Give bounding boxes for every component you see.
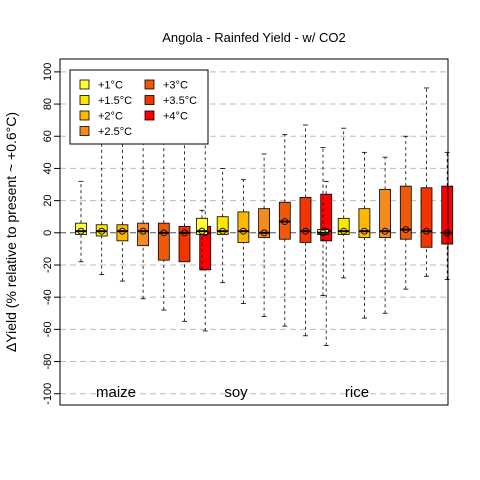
legend: +1°C +1.5°C +2°C +2.5°C +3°C +3.5°C +4°C [69, 69, 209, 145]
median-marker [360, 227, 368, 235]
y-tick-label: 80 [42, 98, 54, 110]
box-maize-3 [137, 135, 150, 300]
box-rice-5 [420, 87, 433, 277]
median-marker [219, 227, 227, 235]
y-tick-label: 60 [42, 130, 54, 142]
median-marker [319, 229, 327, 237]
median-marker [98, 227, 106, 235]
median-marker [340, 227, 348, 235]
median-marker [260, 229, 268, 237]
box-rice-2 [358, 151, 371, 319]
group-label-maize: maize [96, 384, 136, 401]
box-plots [75, 87, 454, 346]
y-axis: 100 80 60 40 20 0 -20 -40 -60 -80 -100 [42, 63, 61, 405]
box-soy-3 [258, 153, 271, 317]
box-body [320, 193, 333, 242]
y-tick-label: -40 [42, 289, 54, 305]
box-soy-5 [299, 124, 312, 337]
box-rice-1 [337, 127, 350, 279]
box-soy-6 [320, 180, 333, 346]
median-marker [302, 227, 309, 235]
group-label-rice: rice [345, 384, 369, 401]
box-rice-0 [317, 147, 329, 296]
y-tick-label: 20 [42, 194, 54, 206]
box-soy-4 [278, 134, 291, 327]
group-label-soy: soy [224, 384, 248, 401]
median-marker [239, 227, 247, 235]
box-body [399, 185, 412, 240]
median-marker [139, 227, 147, 235]
box-body [358, 208, 371, 239]
median-marker [281, 218, 289, 225]
legend-swatch [79, 95, 90, 105]
box-body [157, 222, 170, 261]
legend-label: +4°C [163, 111, 188, 123]
box-maize-5 [178, 135, 191, 322]
group-labels: maize soy rice [96, 384, 369, 401]
legend-swatch [144, 79, 155, 90]
box-rice-4 [399, 135, 412, 290]
y-tick-label: 0 [42, 230, 54, 236]
box-rice-3 [379, 156, 392, 314]
box-body [299, 196, 312, 243]
median-marker [119, 227, 126, 235]
y-tick-label: 100 [42, 63, 54, 81]
legend-label: +3.5°C [163, 95, 197, 107]
y-tick-label: 40 [42, 162, 54, 174]
legend-swatch [144, 110, 155, 121]
plot-frame [59, 58, 449, 406]
median-marker [198, 227, 206, 235]
box-body [258, 208, 271, 239]
y-tick-label: -80 [42, 354, 54, 370]
box-body [441, 185, 454, 245]
legend-swatch [79, 126, 90, 136]
legend-label: +2.5°C [98, 126, 132, 138]
box-body [75, 222, 87, 235]
legend-label: +1.5°C [98, 95, 132, 107]
box-body [420, 187, 433, 248]
y-axis-label: ΔYield (% relative to present ~ +0.6°C) [3, 112, 19, 352]
chart-title: Angola - Rainfed Yield - w/ CO2 [162, 30, 346, 45]
box-maize-2 [116, 135, 129, 282]
y-tick-label: -20 [42, 257, 54, 273]
median-marker [160, 229, 168, 237]
box-soy-1 [216, 168, 229, 284]
legend-label: +1°C [98, 80, 123, 92]
median-marker [423, 227, 430, 235]
box-maize-0 [75, 180, 87, 263]
box-soy-0 [196, 209, 208, 271]
box-body [237, 211, 250, 243]
box-body [116, 224, 129, 242]
box-body [178, 225, 191, 263]
legend-swatch [144, 95, 155, 105]
box-rice-6 [441, 151, 454, 280]
median-marker [77, 227, 85, 235]
legend-swatch [79, 79, 90, 90]
median-marker [402, 226, 410, 233]
median-marker [381, 227, 389, 235]
box-maize-1 [95, 135, 108, 276]
legend-swatch [79, 110, 90, 121]
legend-box [69, 69, 209, 145]
y-tick-label: -100 [42, 383, 54, 405]
box-body [379, 188, 392, 239]
median-marker [181, 229, 188, 237]
legend-label: +2°C [98, 111, 123, 123]
box-soy-2 [237, 179, 250, 305]
y-tick-label: -60 [42, 321, 54, 337]
median-marker [443, 229, 451, 237]
box-maize-4 [157, 135, 170, 311]
legend-label: +3°C [163, 80, 188, 92]
